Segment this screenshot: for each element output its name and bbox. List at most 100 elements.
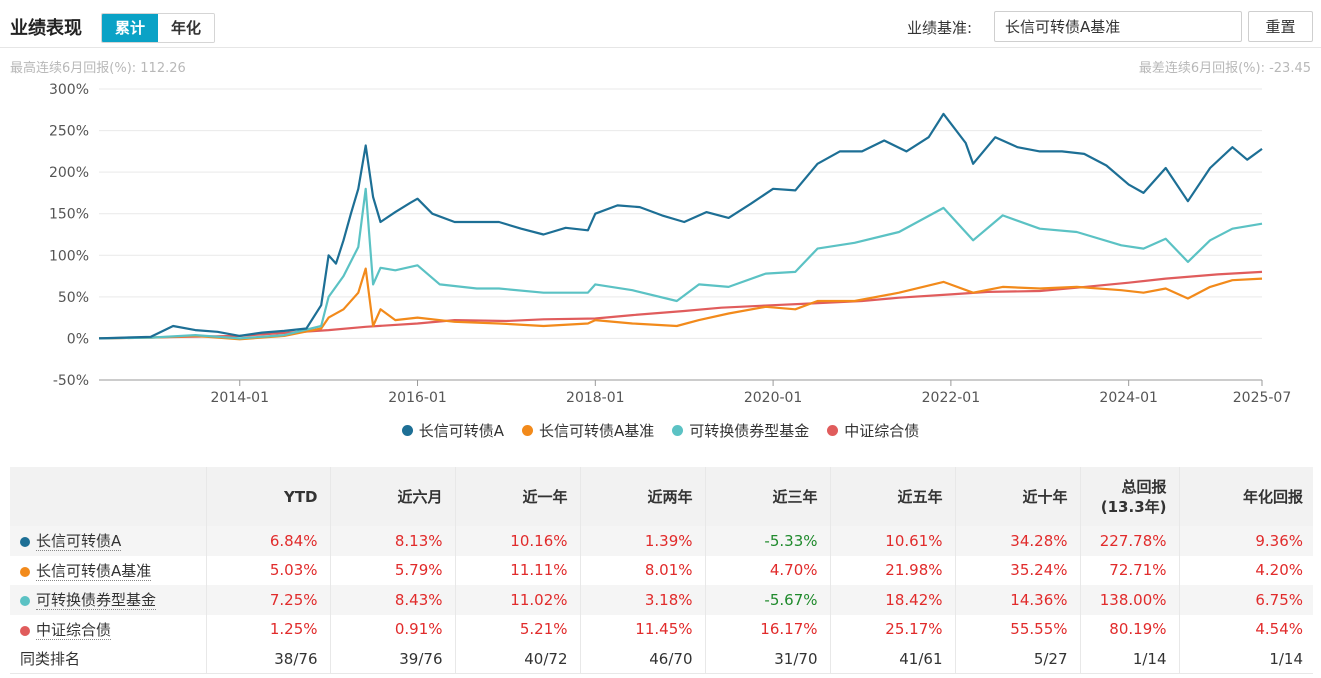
value-cell: 21.98% — [830, 555, 956, 585]
legend-dot-icon — [827, 425, 839, 436]
x-tick-label: 2024-01 — [1099, 390, 1158, 406]
value-cell: 11.45% — [580, 614, 706, 644]
value-cell: 8.01% — [580, 555, 706, 585]
value-cell: 227.78% — [1080, 526, 1180, 556]
best-6m-return: 最高连续6月回报(%): 112.26 — [10, 61, 186, 76]
value-cell: 138.00% — [1080, 585, 1180, 615]
value-cell: 55.55% — [955, 614, 1081, 644]
column-header: 近五年 — [830, 467, 956, 526]
rank-cell: 39/76 — [330, 644, 456, 674]
row-name-cell[interactable]: 可转换债券型基金 — [10, 585, 207, 615]
legend-label: 中证综合债 — [844, 422, 920, 440]
column-header: 近三年 — [705, 467, 831, 526]
value-cell: 14.36% — [955, 585, 1081, 615]
row-name-cell[interactable]: 长信可转债A — [10, 526, 207, 556]
series-line-0[interactable] — [98, 112, 1263, 340]
legend-label: 长信可转债A — [418, 422, 504, 440]
legend-dot-icon — [401, 425, 413, 436]
x-tick-label: 2018-01 — [566, 390, 625, 406]
rank-label: 同类排名 — [10, 644, 207, 674]
value-cell: 11.11% — [455, 555, 581, 585]
performance-header: 业绩表现 累计 年化 业绩基准: 重置 — [0, 0, 1321, 48]
rank-cell: 1/14 — [1080, 644, 1180, 674]
rank-cell: 46/70 — [580, 644, 706, 674]
rank-row: 同类排名 38/76 39/76 40/72 46/70 31/70 41/61 5/27 1/… — [10, 644, 1313, 674]
legend-item[interactable]: 长信可转债A基准 — [521, 420, 655, 441]
value-cell: 7.25% — [206, 585, 331, 615]
column-header: 年化回报 — [1179, 467, 1313, 526]
value-cell: 5.79% — [330, 555, 456, 585]
value-cell: 1.25% — [206, 614, 331, 644]
table-row: 可转换债券型基金 7.25% 8.43% 11.02% 3.18% -5.67% 18.42… — [10, 585, 1313, 615]
y-tick-label: 100% — [49, 248, 89, 264]
value-cell: 1.39% — [580, 526, 706, 556]
column-header — [10, 467, 207, 526]
table-row: 长信可转债A基准 5.03% 5.79% 11.11% 8.01% 4.70% 21.98%… — [10, 555, 1313, 585]
tab-annualized[interactable]: 年化 — [158, 14, 214, 42]
benchmark-input[interactable] — [994, 11, 1242, 42]
value-cell: 25.17% — [830, 614, 956, 644]
series-dot-icon — [20, 596, 30, 607]
value-cell: 11.02% — [455, 585, 581, 615]
row-name: 可转换债券型基金 — [36, 591, 157, 611]
legend-label: 可转换债券型基金 — [689, 422, 810, 440]
y-tick-label: 0% — [67, 331, 89, 347]
value-cell: 8.43% — [330, 585, 456, 615]
legend-item[interactable]: 可转换债券型基金 — [672, 420, 809, 441]
x-tick-label: 2020-01 — [744, 390, 803, 406]
value-cell: 8.13% — [330, 526, 456, 556]
column-header: 近两年 — [580, 467, 706, 526]
value-cell: 10.16% — [455, 526, 581, 556]
series-dot-icon — [20, 566, 30, 577]
series-line-1[interactable] — [98, 267, 1263, 341]
series-dot-icon — [20, 537, 30, 548]
row-name-cell[interactable]: 中证综合债 — [10, 614, 207, 644]
legend-label: 长信可转债A基准 — [538, 422, 655, 440]
performance-table: YTD 近六月 近一年 近两年 近三年 近五年 近十年 总回报 (13.3年) 年化回报 长信可转… — [10, 467, 1313, 674]
section-title: 业绩表现 — [10, 18, 82, 39]
mode-tabs: 累计 年化 — [101, 13, 215, 43]
value-cell: 18.42% — [830, 585, 956, 615]
y-tick-label: 50% — [58, 290, 89, 306]
legend-dot-icon — [521, 425, 533, 436]
y-tick-label: 150% — [49, 207, 89, 223]
column-header: 总回报 (13.3年) — [1080, 467, 1180, 526]
tab-cumulative[interactable]: 累计 — [102, 14, 158, 42]
chart-legend: 长信可转债A 长信可转债A基准 可转换债券型基金 中证综合债 — [0, 420, 1321, 441]
value-cell: 4.54% — [1255, 620, 1303, 639]
value-cell: 5.21% — [455, 614, 581, 644]
rank-cell: 38/76 — [206, 644, 331, 674]
table-row: 长信可转债A 6.84% 8.13% 10.16% 1.39% -5.33% 10.61% 3… — [10, 526, 1313, 556]
rank-cell: 31/70 — [705, 644, 831, 674]
y-tick-label: 200% — [49, 165, 89, 181]
column-header: YTD — [206, 467, 331, 526]
row-name-cell[interactable]: 长信可转债A基准 — [10, 555, 207, 585]
performance-chart: 300% 250% 200% 150% 100% 50% 0% -50% 2014-01 2016… — [49, 82, 1291, 406]
series-line-2[interactable] — [98, 187, 1263, 340]
value-cell: 5.03% — [206, 555, 331, 585]
rank-cell: 1/14 — [1179, 644, 1313, 674]
table-header-row: YTD 近六月 近一年 近两年 近三年 近五年 近十年 总回报 (13.3年) 年化回报 — [10, 467, 1313, 526]
series-line-3[interactable] — [98, 270, 1263, 340]
reset-button[interactable]: 重置 — [1248, 11, 1313, 42]
value-cell: 4.20% — [1255, 561, 1303, 580]
row-name: 长信可转债A基准 — [36, 561, 152, 581]
legend-dot-icon — [672, 425, 684, 436]
value-cell: 72.71% — [1080, 555, 1180, 585]
value-cell: 34.28% — [955, 526, 1081, 556]
value-cell: -5.33% — [705, 526, 831, 556]
value-cell: 10.61% — [830, 526, 956, 556]
rank-cell: 5/27 — [955, 644, 1081, 674]
value-cell: 3.18% — [580, 585, 706, 615]
value-cell: 6.75% — [1179, 585, 1313, 615]
value-cell: 4.70% — [705, 555, 831, 585]
legend-item[interactable]: 中证综合债 — [827, 420, 919, 441]
column-header: 近六月 — [330, 467, 456, 526]
rank-cell: 41/61 — [830, 644, 956, 674]
legend-item[interactable]: 长信可转债A — [401, 420, 504, 441]
y-tick-label: -50% — [53, 373, 89, 389]
row-name: 中证综合债 — [36, 620, 112, 640]
value-cell: 80.19% — [1080, 614, 1180, 644]
value-cell: 16.17% — [705, 614, 831, 644]
row-name: 长信可转债A — [36, 532, 122, 552]
